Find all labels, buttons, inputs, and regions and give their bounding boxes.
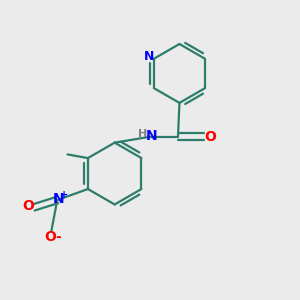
Text: N: N [146,129,157,143]
Text: -: - [55,230,61,244]
Text: O: O [204,130,216,144]
Text: +: + [60,190,68,200]
Text: N: N [53,192,64,206]
Text: N: N [144,50,155,63]
Text: H: H [138,129,147,140]
Text: O: O [44,230,56,244]
Text: O: O [22,199,34,213]
